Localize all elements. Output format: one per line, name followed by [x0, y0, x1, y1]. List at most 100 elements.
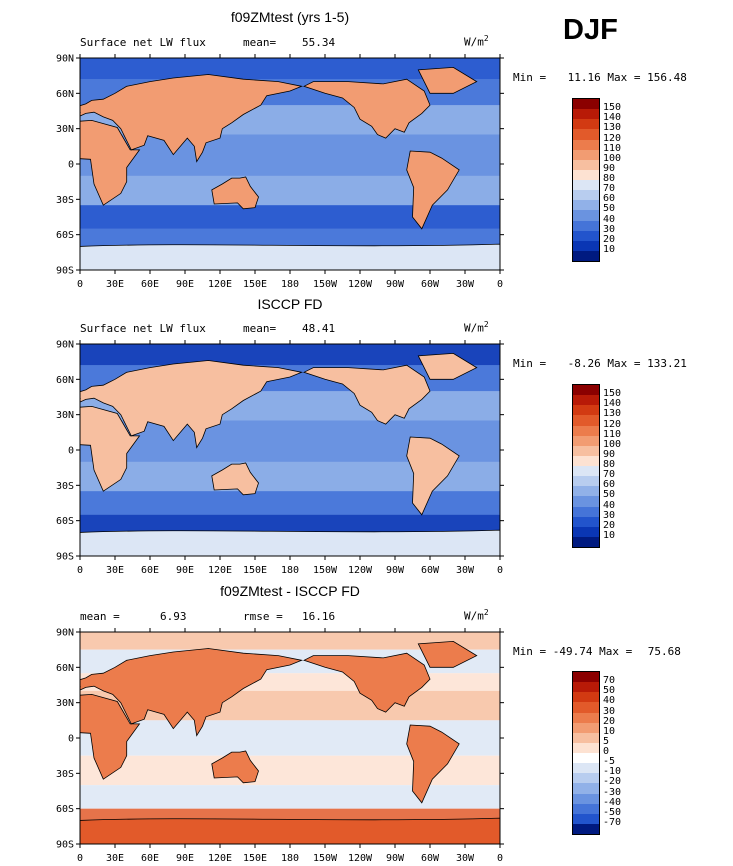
continent-outline	[211, 750, 259, 784]
lat-tick-label: 30N	[56, 124, 74, 135]
colorbar-label: 40	[603, 213, 616, 225]
panel-1-mean-value: 55.34	[302, 36, 336, 49]
panel-2-units: W/m2	[464, 320, 489, 335]
colorbar-swatch	[573, 139, 599, 150]
colorbar-swatch	[573, 435, 599, 446]
continent-outline	[80, 405, 141, 492]
lat-tick-label: 0	[68, 446, 74, 457]
lon-tick-label: 120E	[208, 565, 232, 576]
colorbar-swatch	[573, 682, 599, 693]
colorbar-label: 40	[603, 499, 616, 511]
panel-3-mean-value: 6.93	[160, 610, 187, 623]
colorbar-swatch	[573, 119, 599, 130]
lon-tick-label: 30W	[456, 279, 475, 290]
colorbar-label: -30	[603, 786, 622, 798]
lon-tick-label: 120W	[348, 853, 373, 864]
lon-tick-label: 150W	[313, 565, 338, 576]
panel-1-title: f09ZMtest (yrs 1-5)	[230, 9, 350, 25]
colorbar-swatch	[573, 773, 599, 784]
colorbar-swatch	[573, 210, 599, 221]
panel-3-max-value: 75.68	[647, 645, 681, 658]
lon-tick-label: 150W	[313, 279, 338, 290]
panel-2-min-value: -8.26	[567, 357, 601, 370]
antarctica-outline	[80, 817, 500, 844]
lon-tick-label: 0	[497, 853, 503, 864]
colorbar-label: 30	[603, 705, 616, 717]
lon-tick-label: 60W	[421, 853, 440, 864]
lon-tick-label: 150W	[313, 853, 338, 864]
map-band	[80, 514, 500, 533]
lat-tick-label: 30N	[56, 698, 74, 709]
colorbar-swatch	[573, 405, 599, 416]
colorbar-swatch	[573, 425, 599, 436]
lon-tick-label: 30W	[456, 853, 475, 864]
lon-tick-label: 120W	[348, 565, 373, 576]
panel-2-colorbar	[572, 384, 600, 548]
panel-1-minmax: Min = 11.16 Max = 156.48	[513, 71, 687, 84]
continent-outline	[80, 360, 304, 449]
colorbar-swatch	[573, 250, 599, 261]
lat-tick-label: 90S	[56, 840, 74, 851]
colorbar-swatch	[573, 99, 599, 110]
colorbar-swatch	[573, 506, 599, 517]
lon-tick-label: 0	[497, 565, 503, 576]
colorbar-label: -5	[603, 756, 616, 768]
lon-tick-label: 180	[281, 565, 299, 576]
map-band	[80, 632, 500, 650]
colorbar-swatch	[573, 395, 599, 406]
colorbar-swatch	[573, 180, 599, 191]
lat-tick-label: 90N	[56, 340, 74, 351]
lon-tick-label: 90E	[176, 853, 194, 864]
panel-1-max-label: Max =	[607, 71, 641, 84]
map-band	[80, 205, 500, 229]
colorbar-label: 100	[603, 438, 622, 450]
colorbar-label: 20	[603, 519, 616, 531]
lon-tick-label: 90W	[386, 565, 405, 576]
lat-tick-label: 60N	[56, 663, 74, 674]
lat-tick-label: 30S	[56, 195, 74, 206]
lon-tick-label: 90E	[176, 279, 194, 290]
panel-2-min-label: Min =	[513, 357, 547, 370]
lon-tick-label: 30E	[106, 279, 124, 290]
lon-tick-label: 120W	[348, 279, 373, 290]
lon-tick-label: 150E	[243, 279, 267, 290]
panel-3-rmse-label: rmse =	[243, 610, 283, 623]
continent-outline	[417, 352, 478, 380]
panel-3-units-text: W/m	[464, 609, 484, 623]
panel-2-subtitle: Surface net LW flux	[80, 322, 206, 335]
panel-2-max-value: 133.21	[647, 357, 687, 370]
lat-tick-label: 60N	[56, 89, 74, 100]
colorbar-label: 80	[603, 173, 616, 184]
colorbar-label: 10	[603, 529, 616, 541]
panel-3-min-value: -49.74	[552, 645, 593, 658]
colorbar-label: -40	[603, 796, 622, 808]
colorbar-label: 50	[603, 685, 616, 697]
panel-2-mean-value: 48.41	[302, 322, 336, 335]
panel-2-units-exp: 2	[483, 320, 489, 329]
colorbar-swatch	[573, 159, 599, 170]
lon-tick-label: 90W	[386, 853, 405, 864]
colorbar-swatch	[573, 753, 599, 764]
colorbar-swatch	[573, 712, 599, 723]
colorbar-swatch	[573, 813, 599, 824]
lon-tick-label: 60W	[421, 565, 440, 576]
continent-outline	[406, 150, 460, 230]
colorbar-label: 150	[603, 102, 622, 114]
colorbar-label: 140	[603, 398, 622, 410]
lon-tick-label: 120E	[208, 853, 232, 864]
panel-3-minmax: Min = -49.74 Max = 75.68	[513, 645, 681, 658]
colorbar-swatch	[573, 536, 599, 547]
panel-2-title: ISCCP FD	[257, 296, 323, 312]
colorbar-label: 70	[603, 183, 616, 195]
colorbar-label: 150	[603, 388, 622, 400]
colorbar-swatch	[573, 486, 599, 497]
colorbar-label: 100	[603, 152, 622, 164]
colorbar-swatch	[573, 783, 599, 794]
antarctica-outline	[80, 243, 500, 270]
lon-tick-label: 90W	[386, 279, 405, 290]
colorbar-swatch	[573, 385, 599, 396]
lat-tick-label: 0	[68, 160, 74, 171]
continent-outline	[80, 74, 304, 163]
